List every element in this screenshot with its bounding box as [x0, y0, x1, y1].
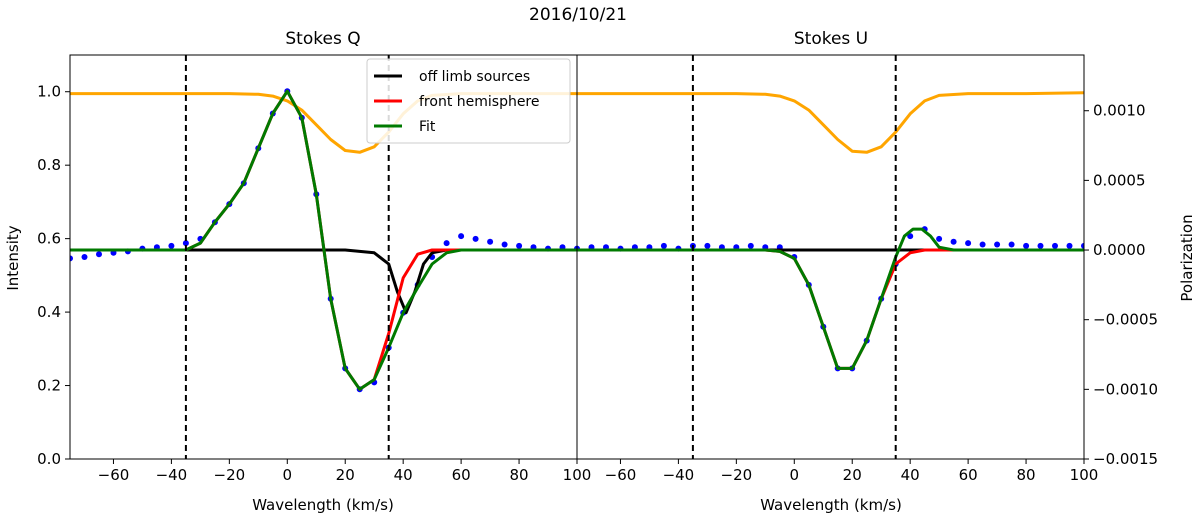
left-y-tick-label: 0.6	[37, 230, 61, 248]
observed-point-stokes-u	[907, 233, 914, 240]
observed-point-stokes-u	[965, 240, 972, 247]
left-y-tick-label: 0.0	[37, 450, 61, 468]
observed-point-stokes-q	[501, 241, 508, 248]
observed-point-stokes-u	[979, 241, 986, 248]
observed-point-stokes-u	[1052, 242, 1058, 249]
observed-point-stokes-u	[1081, 242, 1084, 249]
panel-title-stokes-u: Stokes U	[794, 29, 868, 49]
x-tick-label-stokes-u: −40	[663, 466, 695, 484]
x-tick-label-stokes-u: −60	[605, 466, 637, 484]
plot-layer: −60 −40 −20 0 20 40 60 80 100 −60 −40 −20 0 20 40 60 80 1…	[37, 54, 1158, 484]
y-axis-label-polarization: Polarization	[1178, 214, 1196, 301]
observed-point-stokes-u	[950, 238, 957, 245]
right-y-tick-label: −0.0010	[1093, 380, 1158, 398]
x-tick-label-stokes-q: −40	[156, 466, 188, 484]
observed-point-stokes-q	[443, 240, 450, 247]
observed-point-stokes-q	[458, 233, 465, 240]
axes-frame-stokes-u	[576, 54, 1085, 460]
x-tick-label-stokes-q: 20	[336, 466, 355, 484]
legend-label-off-limb-sources: off limb sources	[419, 69, 530, 85]
x-tick-label-stokes-u: 100	[1070, 466, 1099, 484]
legend-box	[366, 58, 571, 144]
right-y-tick-label: −0.0015	[1093, 450, 1158, 468]
legend-label-fit: Fit	[419, 119, 436, 135]
x-tick-label-stokes-u: 0	[790, 466, 800, 484]
observed-point-stokes-u	[704, 242, 711, 249]
x-tick-label-stokes-q: 100	[563, 466, 592, 484]
left-y-tick-label: 0.4	[37, 303, 61, 321]
observed-point-stokes-q	[81, 254, 88, 260]
series-group-stokes-u	[577, 55, 1084, 459]
x-tick-label-stokes-u: −20	[721, 466, 753, 484]
intensity-profile-line-stokes-u	[577, 91, 1084, 154]
left-y-tick-label: 0.8	[37, 156, 61, 174]
right-y-tick-label: 0.0010	[1093, 102, 1146, 120]
left-y-tick-label: 0.2	[37, 377, 61, 395]
y-axis-label-intensity: Intensity	[4, 225, 22, 290]
observed-point-stokes-u	[1066, 242, 1073, 249]
panel-title-stokes-q: Stokes Q	[285, 29, 360, 49]
fit-line-stokes-u	[577, 227, 1084, 370]
x-tick-label-stokes-q: 40	[394, 466, 413, 484]
right-y-tick-label: 0.0005	[1093, 171, 1146, 189]
x-tick-label-stokes-u: 60	[959, 466, 978, 484]
observed-point-stokes-u	[1023, 242, 1030, 249]
x-axis-label-stokes-u: Wavelength (km/s)	[760, 496, 902, 514]
observed-point-stokes-u	[747, 242, 754, 249]
x-axis-label-stokes-q: Wavelength (km/s)	[252, 496, 394, 514]
observed-point-stokes-q	[472, 235, 479, 242]
x-tick-label-stokes-u: 20	[843, 466, 862, 484]
x-tick-label-stokes-q: −60	[98, 466, 130, 484]
x-tick-label-stokes-u: 80	[1017, 466, 1036, 484]
figure-title: 2016/10/21	[529, 5, 627, 25]
observed-point-stokes-q	[70, 255, 73, 262]
observed-point-stokes-q	[96, 251, 102, 258]
observed-point-stokes-q	[182, 240, 189, 247]
x-tick-label-stokes-q: −20	[214, 466, 246, 484]
observed-point-stokes-q	[516, 242, 523, 249]
observed-point-stokes-q	[168, 242, 175, 249]
x-tick-label-stokes-q: 80	[510, 466, 529, 484]
observed-point-stokes-u	[1037, 242, 1044, 249]
right-y-tick-label: −0.0005	[1093, 311, 1158, 329]
x-tick-label-stokes-q: 0	[283, 466, 293, 484]
observed-point-stokes-u	[936, 235, 943, 242]
x-tick-label-stokes-u: 40	[901, 466, 920, 484]
left-y-tick-label: 1.0	[37, 83, 61, 101]
observed-point-stokes-u	[1008, 241, 1015, 248]
legend: off limb sources front hemisphere Fit	[366, 58, 571, 144]
observed-point-stokes-u	[660, 242, 667, 249]
observed-point-stokes-q	[487, 238, 494, 245]
x-tick-label-stokes-q: 60	[452, 466, 471, 484]
right-y-tick-label: 0.0000	[1093, 241, 1146, 259]
off-limb-sources-line-stokes-q	[70, 248, 577, 315]
fit-line-stokes-q	[70, 89, 577, 391]
observed-point-stokes-u	[994, 241, 1001, 248]
legend-label-front-hemisphere: front hemisphere	[419, 94, 540, 110]
